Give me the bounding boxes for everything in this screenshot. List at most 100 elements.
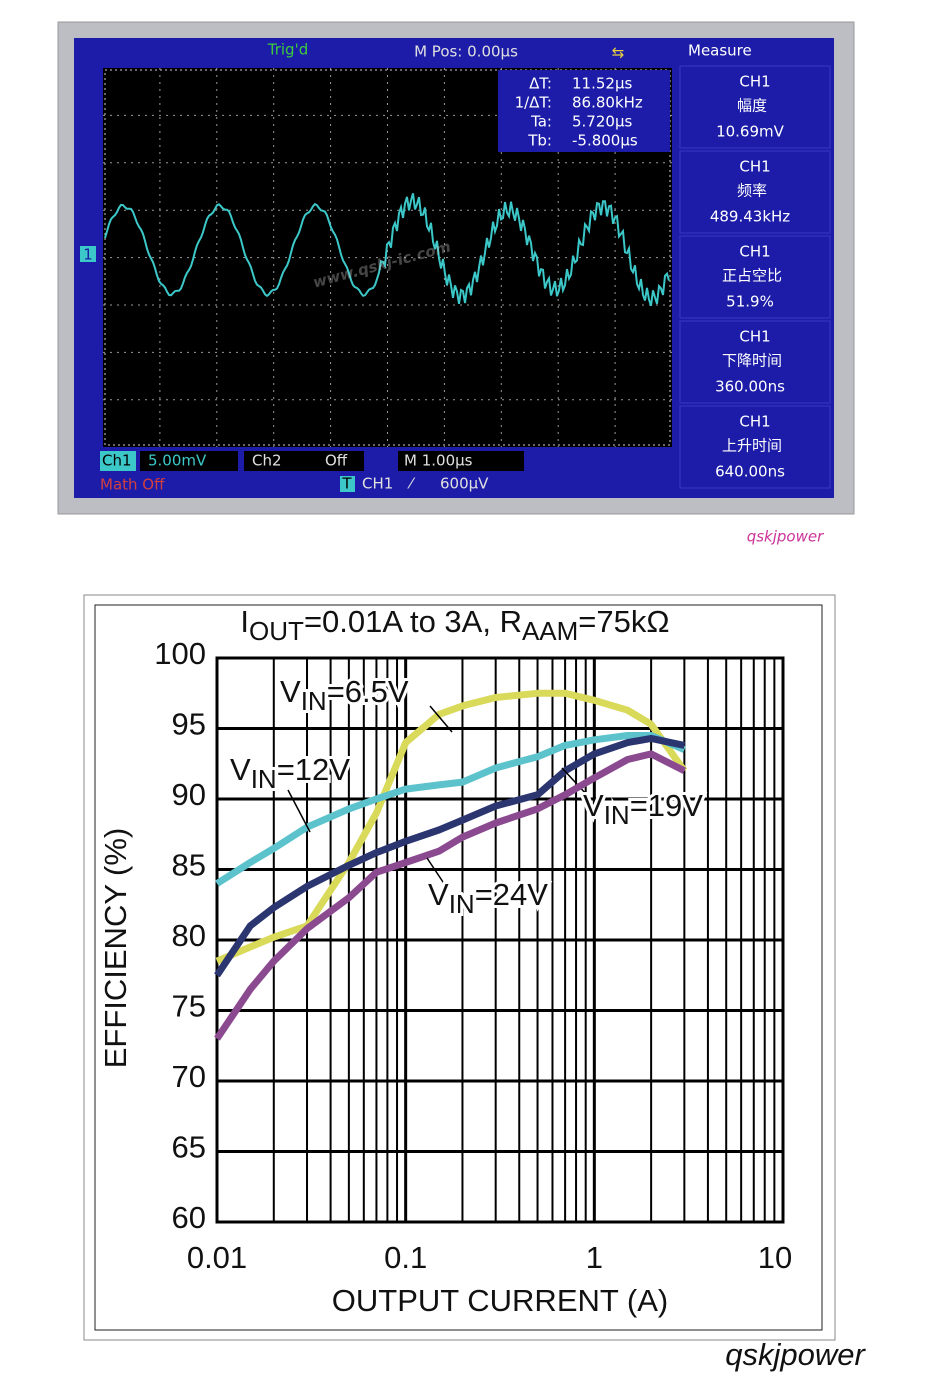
- ch1-scale: 5.00mV: [148, 452, 207, 470]
- panel-value: 10.69mV: [716, 123, 785, 141]
- y-tick-label: 90: [172, 777, 206, 812]
- credit: qskjpower: [725, 1337, 866, 1372]
- series-line: [214, 734, 686, 978]
- y-tick-label: 75: [172, 989, 206, 1024]
- timebase-bg: [398, 451, 524, 471]
- ch2-state: Off: [325, 452, 348, 470]
- series-label: VIN=6.5V: [280, 674, 409, 716]
- y-tick-label: 60: [172, 1200, 206, 1235]
- series-label-part: =12V: [277, 752, 351, 787]
- series-line: [214, 750, 686, 1041]
- cursor-label: Tb:: [527, 132, 552, 150]
- trig-icon: T: [341, 475, 352, 493]
- y-tick-label: 95: [172, 707, 206, 742]
- panel-channel: CH1: [739, 328, 770, 346]
- trig-status: Trig'd: [267, 41, 308, 59]
- y-tick-label: 80: [172, 918, 206, 953]
- series-label-part: V: [280, 674, 301, 709]
- ch1: Ch1: [102, 452, 132, 470]
- chart-title-part: I: [240, 604, 249, 639]
- series-label: VIN=12V: [230, 752, 350, 794]
- ch-marker: [80, 246, 96, 262]
- scope: Trig'd M Pos: 0.00µs ⇆ Measure 1 ΔT: 11.5…: [57, 21, 855, 546]
- trig-source: CH1: [362, 475, 393, 493]
- efficiency-chart: qskjpower 60 65 70 75 80 85 90 95 100 0.01 0.1 1 10 I…: [83, 594, 866, 1372]
- ch1-scale-bg: [140, 451, 238, 471]
- cursor-value: -5.800µs: [572, 132, 638, 150]
- series-label-part: =19V: [630, 788, 704, 823]
- panel-label: 频率: [737, 182, 767, 200]
- cursor-label: ΔT:: [529, 75, 552, 93]
- panel-channel: CH1: [739, 243, 770, 261]
- measure-panel: [679, 235, 831, 319]
- trig-icon-bg: [340, 476, 355, 492]
- math: Math Off: [100, 476, 165, 494]
- ch1-badge: [100, 451, 136, 471]
- measure-panel: [679, 65, 831, 149]
- ch2: Ch2: [252, 452, 282, 470]
- series-label-part: =24V: [475, 877, 549, 912]
- leader-line: [426, 857, 446, 886]
- chart-title-part: =75kΩ: [578, 604, 669, 639]
- y-axis-title: EFFICIENCY (%): [98, 828, 133, 1069]
- trig-slope: ⁄: [407, 475, 416, 493]
- panel-value: 640.00ns: [715, 463, 785, 481]
- chart-frame: [83, 594, 836, 1341]
- series-label-part: IN: [604, 800, 630, 830]
- measure-panel: [679, 405, 831, 489]
- panel-channel: CH1: [739, 158, 770, 176]
- measure-title: Measure: [688, 42, 752, 60]
- panel-label: 幅度: [737, 97, 767, 115]
- usb-icon: ⇆: [612, 44, 625, 62]
- x-tick-label: 0.01: [187, 1240, 247, 1275]
- trig-level: 600µV: [440, 475, 489, 493]
- y-tick-label: 70: [172, 1059, 206, 1094]
- chart-title: IOUT=0.01A to 3A, RAAM=75kΩ: [240, 604, 669, 646]
- series-label-part: IN: [251, 764, 277, 794]
- chart-inner-frame: [94, 604, 823, 1331]
- series-line: [215, 689, 688, 965]
- plot-border: [215, 656, 785, 1224]
- series-label: VIN=24V: [428, 877, 548, 919]
- series-line: [215, 732, 686, 887]
- series-label-part: V: [428, 877, 449, 912]
- cursor-value: 86.80kHz: [572, 94, 643, 112]
- panel-label: 上升时间: [722, 437, 782, 455]
- cursor-label: 1/ΔT:: [515, 94, 552, 112]
- series-label-part: V: [230, 752, 251, 787]
- panel-label: 下降时间: [722, 352, 782, 370]
- series-label-part: IN: [449, 889, 475, 919]
- credit: qskjpower: [747, 528, 824, 546]
- series-label: VIN=19V: [583, 788, 703, 830]
- waveform: [104, 193, 670, 307]
- x-axis-title: OUTPUT CURRENT (A): [332, 1283, 668, 1318]
- leader-line: [429, 705, 453, 733]
- measure-panel: [679, 150, 831, 234]
- cursor-box: [498, 70, 670, 152]
- x-tick-label: 1: [586, 1240, 603, 1275]
- series-label-part: V: [583, 788, 604, 823]
- cursor-label: Ta:: [530, 113, 552, 131]
- measure-panel: [679, 320, 831, 404]
- panel-value: 489.43kHz: [710, 208, 790, 226]
- chart-title-part: =0.01A to 3A, R: [304, 604, 522, 639]
- timebase: M 1.00µs: [404, 452, 473, 470]
- panel-channel: CH1: [739, 413, 770, 431]
- y-tick-label: 100: [154, 636, 206, 671]
- series-label-part: =6.5V: [327, 674, 409, 709]
- cursor-value: 11.52µs: [572, 75, 632, 93]
- y-tick-label: 65: [172, 1130, 206, 1165]
- chart-title-part: OUT: [249, 616, 304, 646]
- x-tick-label: 10: [758, 1240, 792, 1275]
- measure-panels: CH1 幅度 10.69mV CH1 频率 489.43kHz CH1 正占空比 51.9% CH…: [679, 65, 831, 489]
- panel-value: 51.9%: [726, 293, 774, 311]
- ch-marker-label: 1: [83, 246, 93, 264]
- panel-channel: CH1: [739, 73, 770, 91]
- leader-line: [561, 767, 589, 797]
- chart-title-part: AAM: [522, 616, 578, 646]
- cursor-readout: ΔT: 11.52µs 1/ΔT: 86.80kHz Ta: 5.720µs Tb: -5.8…: [515, 75, 643, 150]
- series-label-part: IN: [301, 686, 327, 716]
- x-tick-label: 0.1: [384, 1240, 427, 1275]
